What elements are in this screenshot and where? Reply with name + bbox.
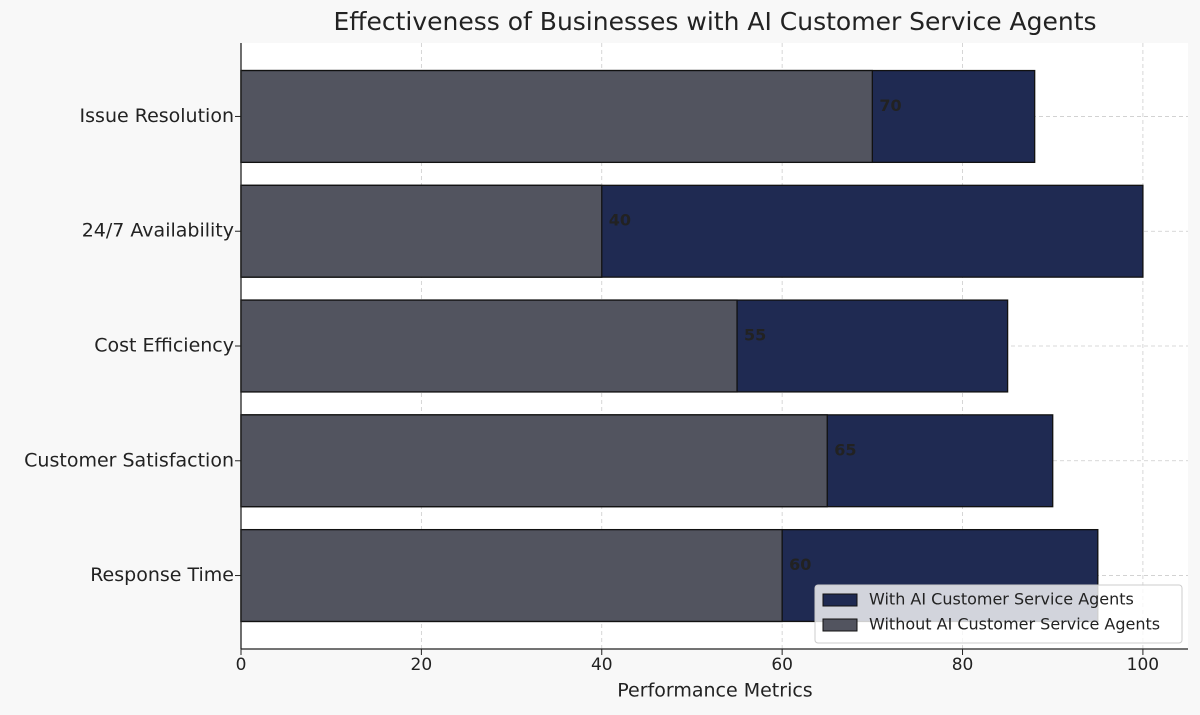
data-label: 55 xyxy=(744,326,766,345)
x-axis-label: Performance Metrics xyxy=(617,680,812,702)
data-label: 60 xyxy=(789,555,811,574)
y-tick-label: Response Time xyxy=(90,564,234,586)
y-tick-label: Cost Efficiency xyxy=(94,335,234,357)
x-tick-label: 100 xyxy=(1127,655,1159,675)
y-tick-label: 24/7 Availability xyxy=(82,220,234,242)
legend-frame xyxy=(814,584,1183,644)
data-label: 40 xyxy=(609,211,631,230)
y-tick-label: Issue Resolution xyxy=(80,105,234,127)
legend-swatch xyxy=(822,618,858,632)
x-tick-label: 0 xyxy=(236,655,247,675)
x-tick-label: 80 xyxy=(952,655,974,675)
chart-title: Effectiveness of Businesses with AI Cust… xyxy=(333,7,1096,36)
legend: With AI Customer Service Agents Without A… xyxy=(814,584,1183,644)
data-label: 70 xyxy=(879,96,901,115)
legend-label: With AI Customer Service Agents xyxy=(869,590,1134,609)
bar xyxy=(240,528,783,623)
legend-label: Without AI Customer Service Agents xyxy=(869,615,1160,634)
bar xyxy=(240,414,828,508)
y-tick-label: Customer Satisfaction xyxy=(24,449,234,471)
x-tick-label: 40 xyxy=(591,655,613,675)
bar xyxy=(240,299,738,393)
bar xyxy=(240,184,603,278)
bar xyxy=(240,69,873,164)
data-label: 65 xyxy=(834,440,856,459)
x-tick-label: 20 xyxy=(411,655,433,675)
legend-swatch xyxy=(822,593,858,607)
x-tick-label: 60 xyxy=(771,655,793,675)
